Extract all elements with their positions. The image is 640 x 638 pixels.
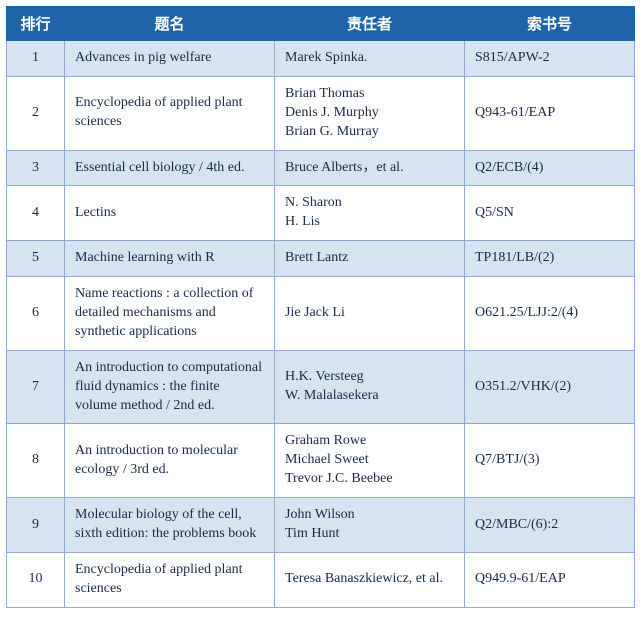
cell-rank: 6 [7, 277, 65, 351]
cell-title: An introduction to computational fluid d… [65, 350, 275, 424]
table-row: 4LectinsN. Sharon H. LisQ5/SN [7, 186, 635, 241]
table-row: 6Name reactions : a collection of detail… [7, 277, 635, 351]
table-row: 9Molecular biology of the cell, sixth ed… [7, 498, 635, 553]
cell-callno: Q949.9-61/EAP [465, 552, 635, 607]
cell-title: Essential cell biology / 4th ed. [65, 150, 275, 186]
cell-author: Jie Jack Li [275, 277, 465, 351]
table-row: 1Advances in pig welfareMarek Spinka.S81… [7, 41, 635, 77]
col-author: 责任者 [275, 7, 465, 41]
cell-callno: TP181/LB/(2) [465, 241, 635, 277]
cell-title: Encyclopedia of applied plant sciences [65, 552, 275, 607]
cell-title: Advances in pig welfare [65, 41, 275, 77]
cell-author: Brian Thomas Denis J. Murphy Brian G. Mu… [275, 76, 465, 150]
table-row: 10Encyclopedia of applied plant sciences… [7, 552, 635, 607]
cell-author: Bruce Alberts，et al. [275, 150, 465, 186]
cell-title: Machine learning with R [65, 241, 275, 277]
cell-author: John Wilson Tim Hunt [275, 498, 465, 553]
cell-rank: 7 [7, 350, 65, 424]
ranking-table: 排行 题名 责任者 索书号 1Advances in pig welfareMa… [6, 6, 635, 608]
cell-callno: O621.25/LJJ:2/(4) [465, 277, 635, 351]
cell-rank: 10 [7, 552, 65, 607]
cell-author: N. Sharon H. Lis [275, 186, 465, 241]
cell-title: An introduction to molecular ecology / 3… [65, 424, 275, 498]
col-rank: 排行 [7, 7, 65, 41]
col-title: 题名 [65, 7, 275, 41]
cell-title: Name reactions : a collection of detaile… [65, 277, 275, 351]
cell-rank: 1 [7, 41, 65, 77]
cell-callno: Q2/MBC/(6):2 [465, 498, 635, 553]
table-row: 5Machine learning with RBrett LantzTP181… [7, 241, 635, 277]
col-callno: 索书号 [465, 7, 635, 41]
cell-callno: Q2/ECB/(4) [465, 150, 635, 186]
table-row: 7An introduction to computational fluid … [7, 350, 635, 424]
cell-callno: Q7/BTJ/(3) [465, 424, 635, 498]
cell-callno: S815/APW-2 [465, 41, 635, 77]
cell-rank: 2 [7, 76, 65, 150]
table-header-row: 排行 题名 责任者 索书号 [7, 7, 635, 41]
cell-title: Lectins [65, 186, 275, 241]
table-body: 1Advances in pig welfareMarek Spinka.S81… [7, 41, 635, 608]
cell-author: Brett Lantz [275, 241, 465, 277]
cell-author: H.K. Versteeg W. Malalasekera [275, 350, 465, 424]
cell-author: Teresa Banaszkiewicz, et al. [275, 552, 465, 607]
cell-rank: 9 [7, 498, 65, 553]
cell-callno: Q5/SN [465, 186, 635, 241]
cell-rank: 8 [7, 424, 65, 498]
cell-rank: 3 [7, 150, 65, 186]
cell-author: Marek Spinka. [275, 41, 465, 77]
cell-rank: 4 [7, 186, 65, 241]
cell-rank: 5 [7, 241, 65, 277]
table-row: 8An introduction to molecular ecology / … [7, 424, 635, 498]
cell-title: Molecular biology of the cell, sixth edi… [65, 498, 275, 553]
cell-title: Encyclopedia of applied plant sciences [65, 76, 275, 150]
table-row: 3Essential cell biology / 4th ed.Bruce A… [7, 150, 635, 186]
table-row: 2Encyclopedia of applied plant sciencesB… [7, 76, 635, 150]
cell-author: Graham Rowe Michael Sweet Trevor J.C. Be… [275, 424, 465, 498]
cell-callno: O351.2/VHK/(2) [465, 350, 635, 424]
cell-callno: Q943-61/EAP [465, 76, 635, 150]
